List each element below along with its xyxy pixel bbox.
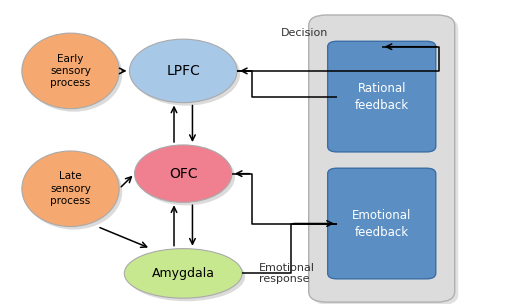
Text: Decision: Decision [281,28,328,38]
Ellipse shape [25,154,122,230]
Text: Amygdala: Amygdala [152,267,215,280]
Text: Emotional
response: Emotional response [259,263,315,284]
Ellipse shape [124,249,242,298]
Text: LPFC: LPFC [166,64,200,78]
Ellipse shape [127,252,245,301]
Ellipse shape [129,39,237,103]
Text: Early
sensory
process: Early sensory process [50,53,91,88]
FancyBboxPatch shape [308,15,455,302]
Ellipse shape [22,33,119,109]
Ellipse shape [134,145,232,202]
Text: Rational
feedback: Rational feedback [355,82,409,112]
FancyBboxPatch shape [328,168,436,279]
FancyBboxPatch shape [328,41,436,152]
Ellipse shape [22,151,119,227]
Ellipse shape [138,148,235,205]
Text: Emotional
feedback: Emotional feedback [352,209,411,239]
FancyBboxPatch shape [312,18,458,305]
Text: Late
sensory
process: Late sensory process [50,171,91,206]
Ellipse shape [132,42,240,106]
Ellipse shape [25,36,122,112]
Text: OFC: OFC [169,167,198,181]
